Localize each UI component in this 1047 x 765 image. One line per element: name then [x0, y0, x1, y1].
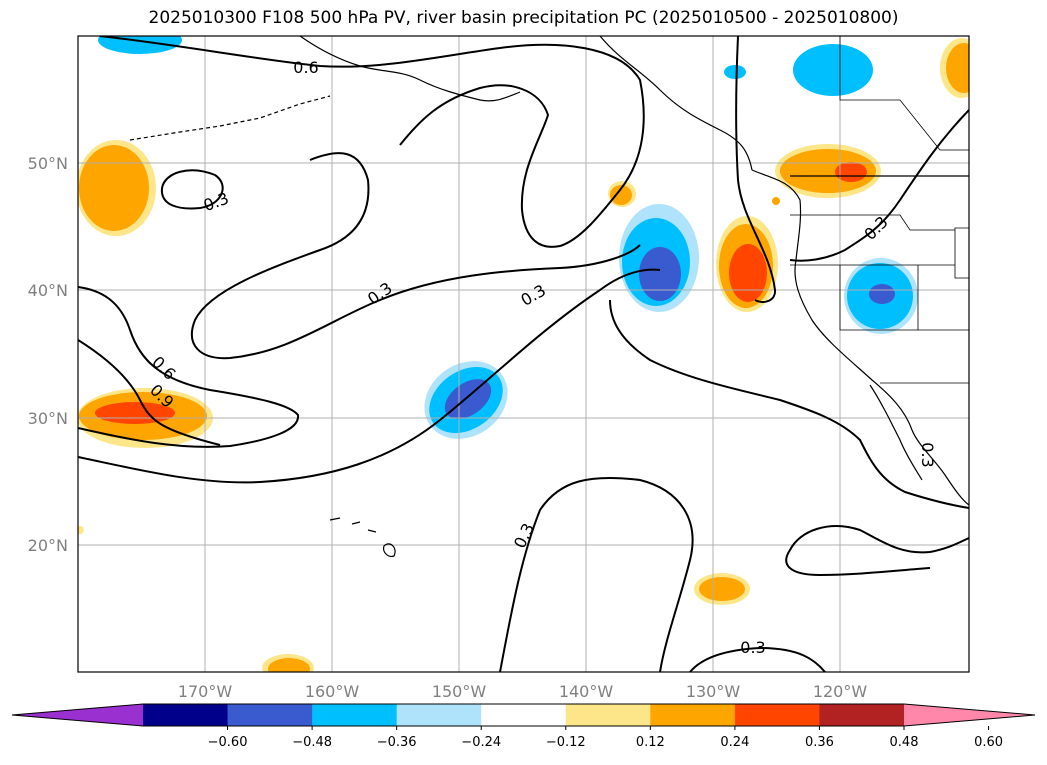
lon-label: 130°W	[686, 682, 741, 701]
colorbar-tick-label: 0.60	[974, 735, 1003, 750]
colorbar-segment	[565, 704, 651, 726]
state-border	[839, 265, 919, 331]
colorbar-tick-label: 0.24	[720, 735, 749, 750]
colorbar-tick-label: 0.48	[890, 735, 919, 750]
pv-contour-03-coast	[735, 36, 777, 303]
neg-anomaly-blob	[639, 247, 681, 301]
lon-label: 120°W	[813, 682, 868, 701]
colorbar: −0.60 −0.48 −0.36 −0.24 −0.12 0.12 0.24 0.36 0.4…	[11, 703, 1036, 750]
pos-anomaly-blob	[946, 43, 969, 93]
lon-labels: 170°W 160°W 150°W 140°W 130°W 120°W	[178, 682, 868, 701]
pos-anomaly-blob	[699, 577, 745, 601]
neg-anomaly-blob	[869, 284, 895, 304]
alaska-coast	[299, 36, 521, 102]
lon-label: 170°W	[178, 682, 233, 701]
pos-anomaly-blob	[78, 526, 84, 534]
pv-contour-06-north	[99, 36, 645, 248]
pv-contour-03-tropical	[499, 476, 694, 672]
colorbar-segment	[312, 704, 398, 726]
colorbar-extend-min	[12, 704, 143, 726]
colorbar-segment	[481, 704, 567, 726]
aleutian-islands	[129, 95, 331, 141]
pv-contour-03-east	[789, 109, 969, 262]
colorbar-tick-label: −0.36	[377, 735, 417, 750]
state-border	[954, 227, 969, 279]
colorbar-segment	[819, 704, 905, 726]
pos-anomaly-blob	[835, 162, 867, 182]
map-title: 2025010300 F108 500 hPa PV, river basin …	[148, 8, 899, 28]
hawaii-islands	[329, 517, 396, 557]
lat-label: 50°N	[28, 154, 68, 173]
lat-label: 20°N	[28, 536, 68, 555]
colorbar-tick-label: −0.48	[292, 735, 332, 750]
contour-label: 0.3	[740, 638, 765, 657]
lon-label: 150°W	[432, 682, 487, 701]
colorbar-segment	[227, 704, 313, 726]
pv-contour-09	[78, 339, 221, 446]
map-frame	[77, 35, 970, 673]
pos-anomaly-blob	[780, 149, 876, 193]
pos-anomaly-blob	[772, 197, 780, 205]
pv-contour-03-south	[689, 646, 826, 672]
coastlines	[129, 36, 969, 557]
colorbar-segment	[143, 704, 229, 726]
neg-anomaly-blob	[793, 44, 873, 96]
colorbar-tick-label: 0.36	[805, 735, 834, 750]
pos-anomaly-blob	[79, 145, 149, 231]
map-contents: 0.6 0.3 0.3 0.3 0.6 0.9 0.3 0.3 0.3 0.3	[78, 36, 969, 672]
pv-contour-03-long	[78, 268, 969, 509]
colorbar-tick-label: −0.24	[461, 735, 501, 750]
lat-label: 40°N	[28, 281, 68, 300]
pv-contour-03-se	[785, 525, 969, 577]
lat-label: 30°N	[28, 409, 68, 428]
neg-anomaly-blob	[444, 379, 492, 419]
pv-contour-03-closed	[160, 169, 224, 210]
colorbar-extend-max	[904, 704, 1035, 726]
pos-anomaly-blob	[729, 244, 767, 302]
colorbar-ticks: −0.60 −0.48 −0.36 −0.24 −0.12 0.12 0.24 0.36 0.4…	[208, 726, 1003, 750]
colorbar-segment	[396, 704, 482, 726]
colorbar-tick-label: −0.60	[208, 735, 248, 750]
pv-contour-03-wave	[190, 152, 641, 360]
contour-label: 0.6	[293, 58, 318, 77]
pos-anomaly-blob	[268, 658, 310, 672]
state-border	[790, 214, 955, 231]
colorbar-segments	[11, 703, 1036, 727]
us-west-coast	[751, 169, 969, 506]
colorbar-segment	[650, 704, 736, 726]
province-border	[839, 36, 969, 151]
colorbar-outline	[11, 703, 1036, 727]
colorbar-segment	[734, 704, 820, 726]
neg-anomaly-blob	[98, 36, 182, 54]
lon-label: 140°W	[559, 682, 614, 701]
pv-contour-06-south	[78, 286, 300, 448]
bc-coast	[599, 36, 753, 171]
lon-label: 160°W	[305, 682, 360, 701]
colorbar-tick-label: −0.12	[546, 735, 586, 750]
colorbar-tick-label: 0.12	[636, 735, 665, 750]
map-plot-area	[78, 36, 969, 672]
contour-label: 0.3	[918, 442, 937, 467]
baja-coast	[869, 384, 923, 481]
pos-anomaly-blob	[610, 185, 632, 205]
pv-contours	[78, 36, 969, 672]
neg-anomaly-blob	[724, 65, 746, 79]
lat-labels: 50°N 40°N 30°N 20°N	[28, 154, 68, 555]
